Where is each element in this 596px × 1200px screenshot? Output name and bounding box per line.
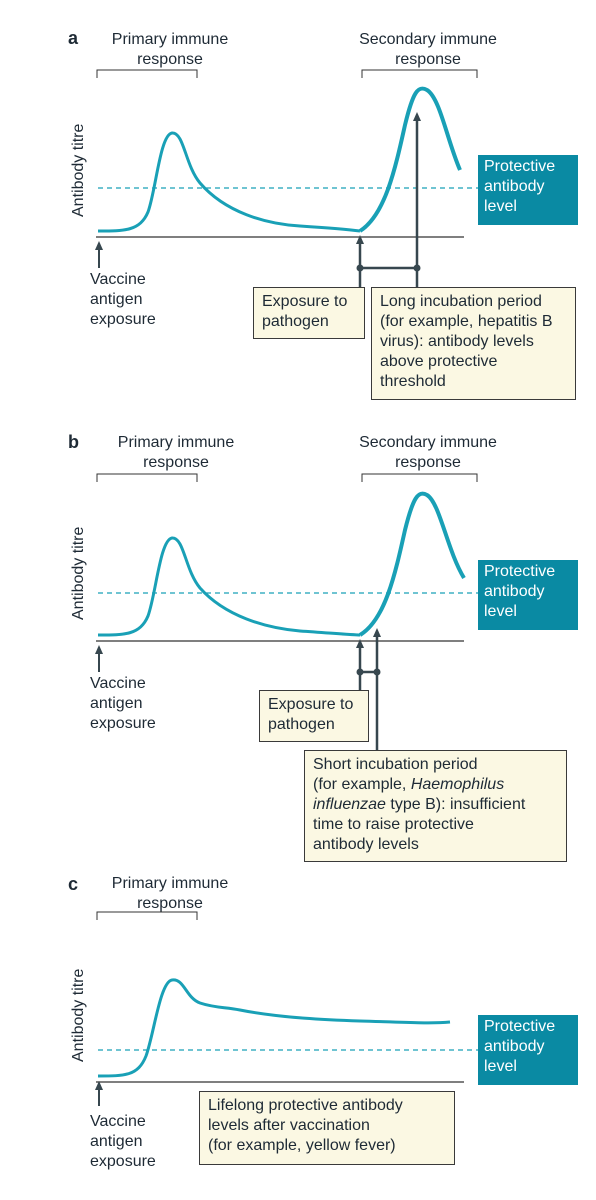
vaccine-label: Vaccine antigen exposure: [90, 675, 156, 732]
secondary-curve: [358, 86, 462, 233]
primary-bracket: [96, 473, 198, 482]
primary-bracket: [96, 69, 198, 78]
protective-level-box: Protective antibody level: [478, 1015, 578, 1085]
note-line-1: Short incubation period: [313, 756, 478, 773]
vaccine-label: Vaccine antigen exposure: [90, 1113, 156, 1170]
species-name: influenzae: [313, 796, 386, 813]
note-line-5: antibody levels: [313, 836, 419, 853]
exposure-arrow-head: [356, 235, 364, 244]
note-text: (for example,: [313, 776, 411, 793]
panel-letter: c: [68, 874, 79, 894]
antibody-curve: [97, 978, 451, 1078]
panel-c-graphic: [95, 911, 482, 1106]
panel-a-graphic: [95, 69, 482, 291]
secondary-curve: [358, 491, 466, 637]
primary-response-label: Primary immune response: [111, 875, 229, 912]
incubation-note: Long incubation period (for example, hep…: [371, 287, 576, 400]
panel-b-graphic: [95, 473, 482, 753]
panel-letter: a: [68, 28, 79, 48]
antibody-curve: [97, 536, 361, 637]
secondary-response-label: Secondary immune response: [359, 31, 497, 68]
incubation-note: Short incubation period (for example, Ha…: [304, 750, 567, 862]
species-name: Haemophilus: [410, 776, 505, 793]
span-dot-end: [413, 264, 421, 272]
y-axis-label: Antibody titre: [70, 123, 87, 217]
panel-letter: b: [68, 432, 79, 452]
incubation-arrow-head: [413, 112, 421, 121]
vaccine-arrow-head: [95, 645, 103, 654]
secondary-response-label: Secondary immune response: [359, 434, 497, 471]
note-line-3: influenzae type B): insufficient: [313, 795, 558, 815]
panel-a: a Primary immune response Secondary immu…: [0, 0, 596, 410]
vaccine-arrow-head: [95, 241, 103, 250]
span-dot-end: [373, 668, 381, 676]
vaccine-label: Vaccine antigen exposure: [90, 271, 156, 328]
note-line-4: time to raise protective: [313, 816, 474, 833]
secondary-bracket: [361, 473, 478, 482]
y-axis-label: Antibody titre: [70, 968, 87, 1062]
span-dot-start: [356, 264, 364, 272]
note-text: type B): insufficient: [385, 796, 526, 813]
y-axis-label: Antibody titre: [70, 526, 87, 620]
primary-response-label: Primary immune response: [111, 31, 229, 68]
panel-b: b Primary immune response Secondary immu…: [0, 410, 596, 870]
primary-bracket: [96, 911, 198, 920]
incubation-arrow-head: [373, 628, 381, 637]
span-dot-start: [356, 668, 364, 676]
panel-c: c Primary immune response Antibody titre…: [0, 870, 596, 1200]
antibody-curve: [97, 131, 361, 233]
vaccine-arrow-head: [95, 1081, 103, 1090]
note-line-2: (for example, Haemophilus: [313, 775, 558, 795]
primary-response-label: Primary immune response: [117, 434, 235, 471]
protective-level-box: Protective antibody level: [478, 155, 578, 225]
lifelong-note: Lifelong protective antibody levels afte…: [199, 1091, 455, 1165]
exposure-arrow-head: [356, 639, 364, 648]
protective-level-box: Protective antibody level: [478, 560, 578, 630]
exposure-box: Exposure to pathogen: [253, 287, 365, 339]
exposure-box: Exposure to pathogen: [259, 690, 369, 742]
secondary-bracket: [361, 69, 478, 78]
